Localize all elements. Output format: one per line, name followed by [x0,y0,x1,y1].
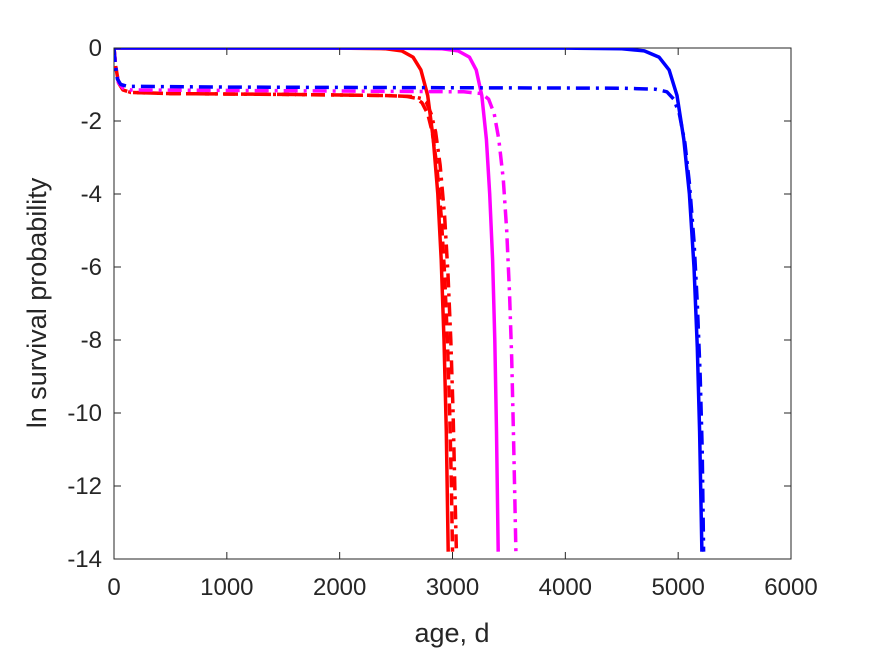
y-axis: 0 -2 -4 -6 -8 -10 -12 -14 [67,35,791,573]
series-line-4 [114,48,518,552]
x-tick-label: 4000 [539,574,592,601]
y-tick-label: -8 [81,327,102,354]
y-tick-label: -10 [67,400,102,427]
x-tick-label: 3000 [426,574,479,601]
x-axis-title: age, d [414,618,489,648]
x-tick-label: 2000 [313,574,366,601]
y-tick-label: -6 [81,254,102,281]
x-axis: 0 1000 2000 3000 4000 5000 6000 [107,48,818,601]
plot-area [113,47,792,560]
series-line-1 [114,48,455,552]
y-tick-label: -14 [67,546,102,573]
series-line-6 [114,48,706,552]
x-tick-label: 6000 [764,574,817,601]
x-tick-label: 0 [107,574,120,601]
y-tick-label: -4 [81,181,102,208]
y-tick-label: -2 [81,108,102,135]
x-tick-label: 5000 [651,574,704,601]
y-axis-title: ln survival probability [22,177,52,428]
y-tick-label: -12 [67,473,102,500]
x-tick-label: 1000 [200,574,253,601]
y-tick-label: 0 [89,35,102,62]
series-layer [114,48,706,552]
